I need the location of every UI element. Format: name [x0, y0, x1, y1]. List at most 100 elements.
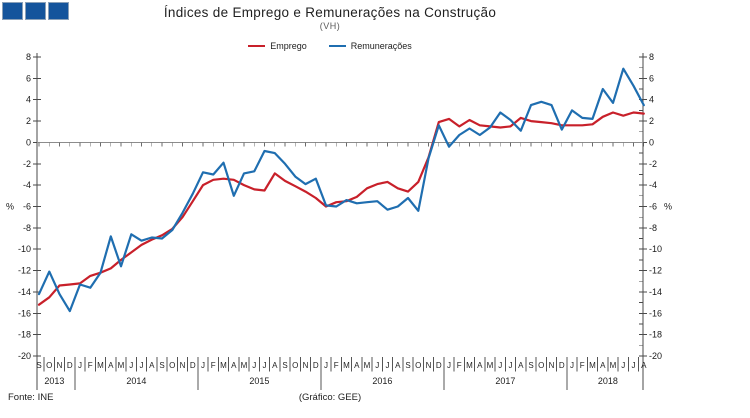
- month-label: O: [46, 361, 52, 370]
- emprego-line: [37, 111, 645, 306]
- y-tick-label-left: -2: [23, 159, 31, 169]
- chart-title: Índices de Emprego e Remunerações na Con…: [163, 5, 497, 20]
- month-label: J: [129, 361, 133, 370]
- month-label: J: [375, 361, 379, 370]
- data-series: [37, 67, 645, 313]
- month-label: M: [220, 361, 227, 370]
- month-label: A: [272, 361, 278, 370]
- month-label: A: [600, 361, 606, 370]
- month-label: A: [395, 361, 401, 370]
- month-label: A: [231, 361, 237, 370]
- year-label: 2017: [495, 376, 515, 386]
- month-label: A: [149, 361, 155, 370]
- y-tick-label-left: -8: [23, 223, 31, 233]
- y-tick-label-right: -20: [649, 351, 662, 361]
- month-label: A: [354, 361, 360, 370]
- year-label: 2015: [249, 376, 269, 386]
- month-label: A: [477, 361, 483, 370]
- y-tick-label-right: 6: [649, 73, 654, 83]
- y-tick-label-right: 0: [649, 137, 654, 147]
- logo-squares: [2, 2, 69, 20]
- month-label: S: [405, 361, 410, 370]
- month-label: M: [97, 361, 104, 370]
- legend-item-emprego: Emprego: [248, 41, 307, 51]
- month-label: M: [364, 361, 371, 370]
- month-label: A: [641, 361, 647, 370]
- year-label: 2016: [372, 376, 392, 386]
- month-label: M: [241, 361, 248, 370]
- month-label: J: [447, 361, 451, 370]
- month-label: J: [386, 361, 390, 370]
- month-label: J: [252, 361, 256, 370]
- y-tick-label-left: -10: [18, 244, 31, 254]
- credit-note: (Gráfico: GEE): [298, 392, 362, 403]
- month-label: J: [498, 361, 502, 370]
- month-label: M: [466, 361, 473, 370]
- month-label: D: [67, 361, 73, 370]
- month-label: M: [610, 361, 617, 370]
- y-tick-label-left: -14: [18, 287, 31, 297]
- legend: Emprego Remunerações: [0, 41, 660, 51]
- month-label: D: [559, 361, 565, 370]
- month-label: J: [263, 361, 267, 370]
- month-label: J: [78, 361, 82, 370]
- month-label: S: [36, 361, 41, 370]
- month-label: D: [436, 361, 442, 370]
- month-label: N: [180, 361, 186, 370]
- month-label: M: [589, 361, 596, 370]
- month-label: M: [118, 361, 125, 370]
- month-label: A: [108, 361, 114, 370]
- month-label: J: [570, 361, 574, 370]
- y-tick-label-right: 2: [649, 116, 654, 126]
- y-tick-label-right: -16: [649, 308, 662, 318]
- y-tick-label-left: -18: [18, 330, 31, 340]
- month-label: J: [632, 361, 636, 370]
- month-label: N: [549, 361, 555, 370]
- y-tick-label-left: -12: [18, 266, 31, 276]
- month-label: M: [343, 361, 350, 370]
- y-tick-label-left: 6: [26, 73, 31, 83]
- logo-square: [25, 2, 46, 20]
- y-tick-label-right: 4: [649, 95, 654, 105]
- chart-subtitle: (VH): [319, 21, 341, 31]
- axes: 8 8 6 6 4 4 2 2 0 0 -2 -2 -4 -4 -6 -6 -8 -8 -10 -10 -12 -12 -1…: [6, 52, 672, 390]
- y-tick-label-left: 4: [26, 95, 31, 105]
- month-label: N: [426, 361, 432, 370]
- logo-square: [48, 2, 69, 20]
- y-tick-label-left: -16: [18, 308, 31, 318]
- source-note: Fonte: INE: [8, 392, 54, 403]
- y-tick-label-left: 2: [26, 116, 31, 126]
- month-label: S: [528, 361, 533, 370]
- y-tick-label-right: -12: [649, 266, 662, 276]
- month-label: J: [621, 361, 625, 370]
- ylabel-left: %: [6, 202, 14, 212]
- y-tick-label-right: -18: [649, 330, 662, 340]
- y-tick-label-right: -10: [649, 244, 662, 254]
- month-label: O: [169, 361, 175, 370]
- month-label: N: [303, 361, 309, 370]
- y-tick-label-right: -4: [649, 180, 657, 190]
- month-label: S: [282, 361, 287, 370]
- y-tick-label-right: -2: [649, 159, 657, 169]
- y-tick-label-right: -6: [649, 202, 657, 212]
- y-tick-label-left: 0: [26, 137, 31, 147]
- legend-label: Emprego: [270, 41, 307, 51]
- month-label: F: [211, 361, 216, 370]
- month-label: N: [57, 361, 63, 370]
- remuneracoes-line: [37, 67, 645, 313]
- month-label: D: [313, 361, 319, 370]
- month-label: J: [140, 361, 144, 370]
- y-tick-label-left: -4: [23, 180, 31, 190]
- month-label: O: [292, 361, 298, 370]
- logo-square: [2, 2, 23, 20]
- month-label: J: [324, 361, 328, 370]
- y-tick-label-right: -8: [649, 223, 657, 233]
- ylabel-right: %: [664, 202, 672, 212]
- y-tick-label-right: -14: [649, 287, 662, 297]
- y-tick-label-left: 8: [26, 52, 31, 62]
- year-label: 2014: [126, 376, 146, 386]
- y-tick-label-left: -20: [18, 351, 31, 361]
- month-label: O: [538, 361, 544, 370]
